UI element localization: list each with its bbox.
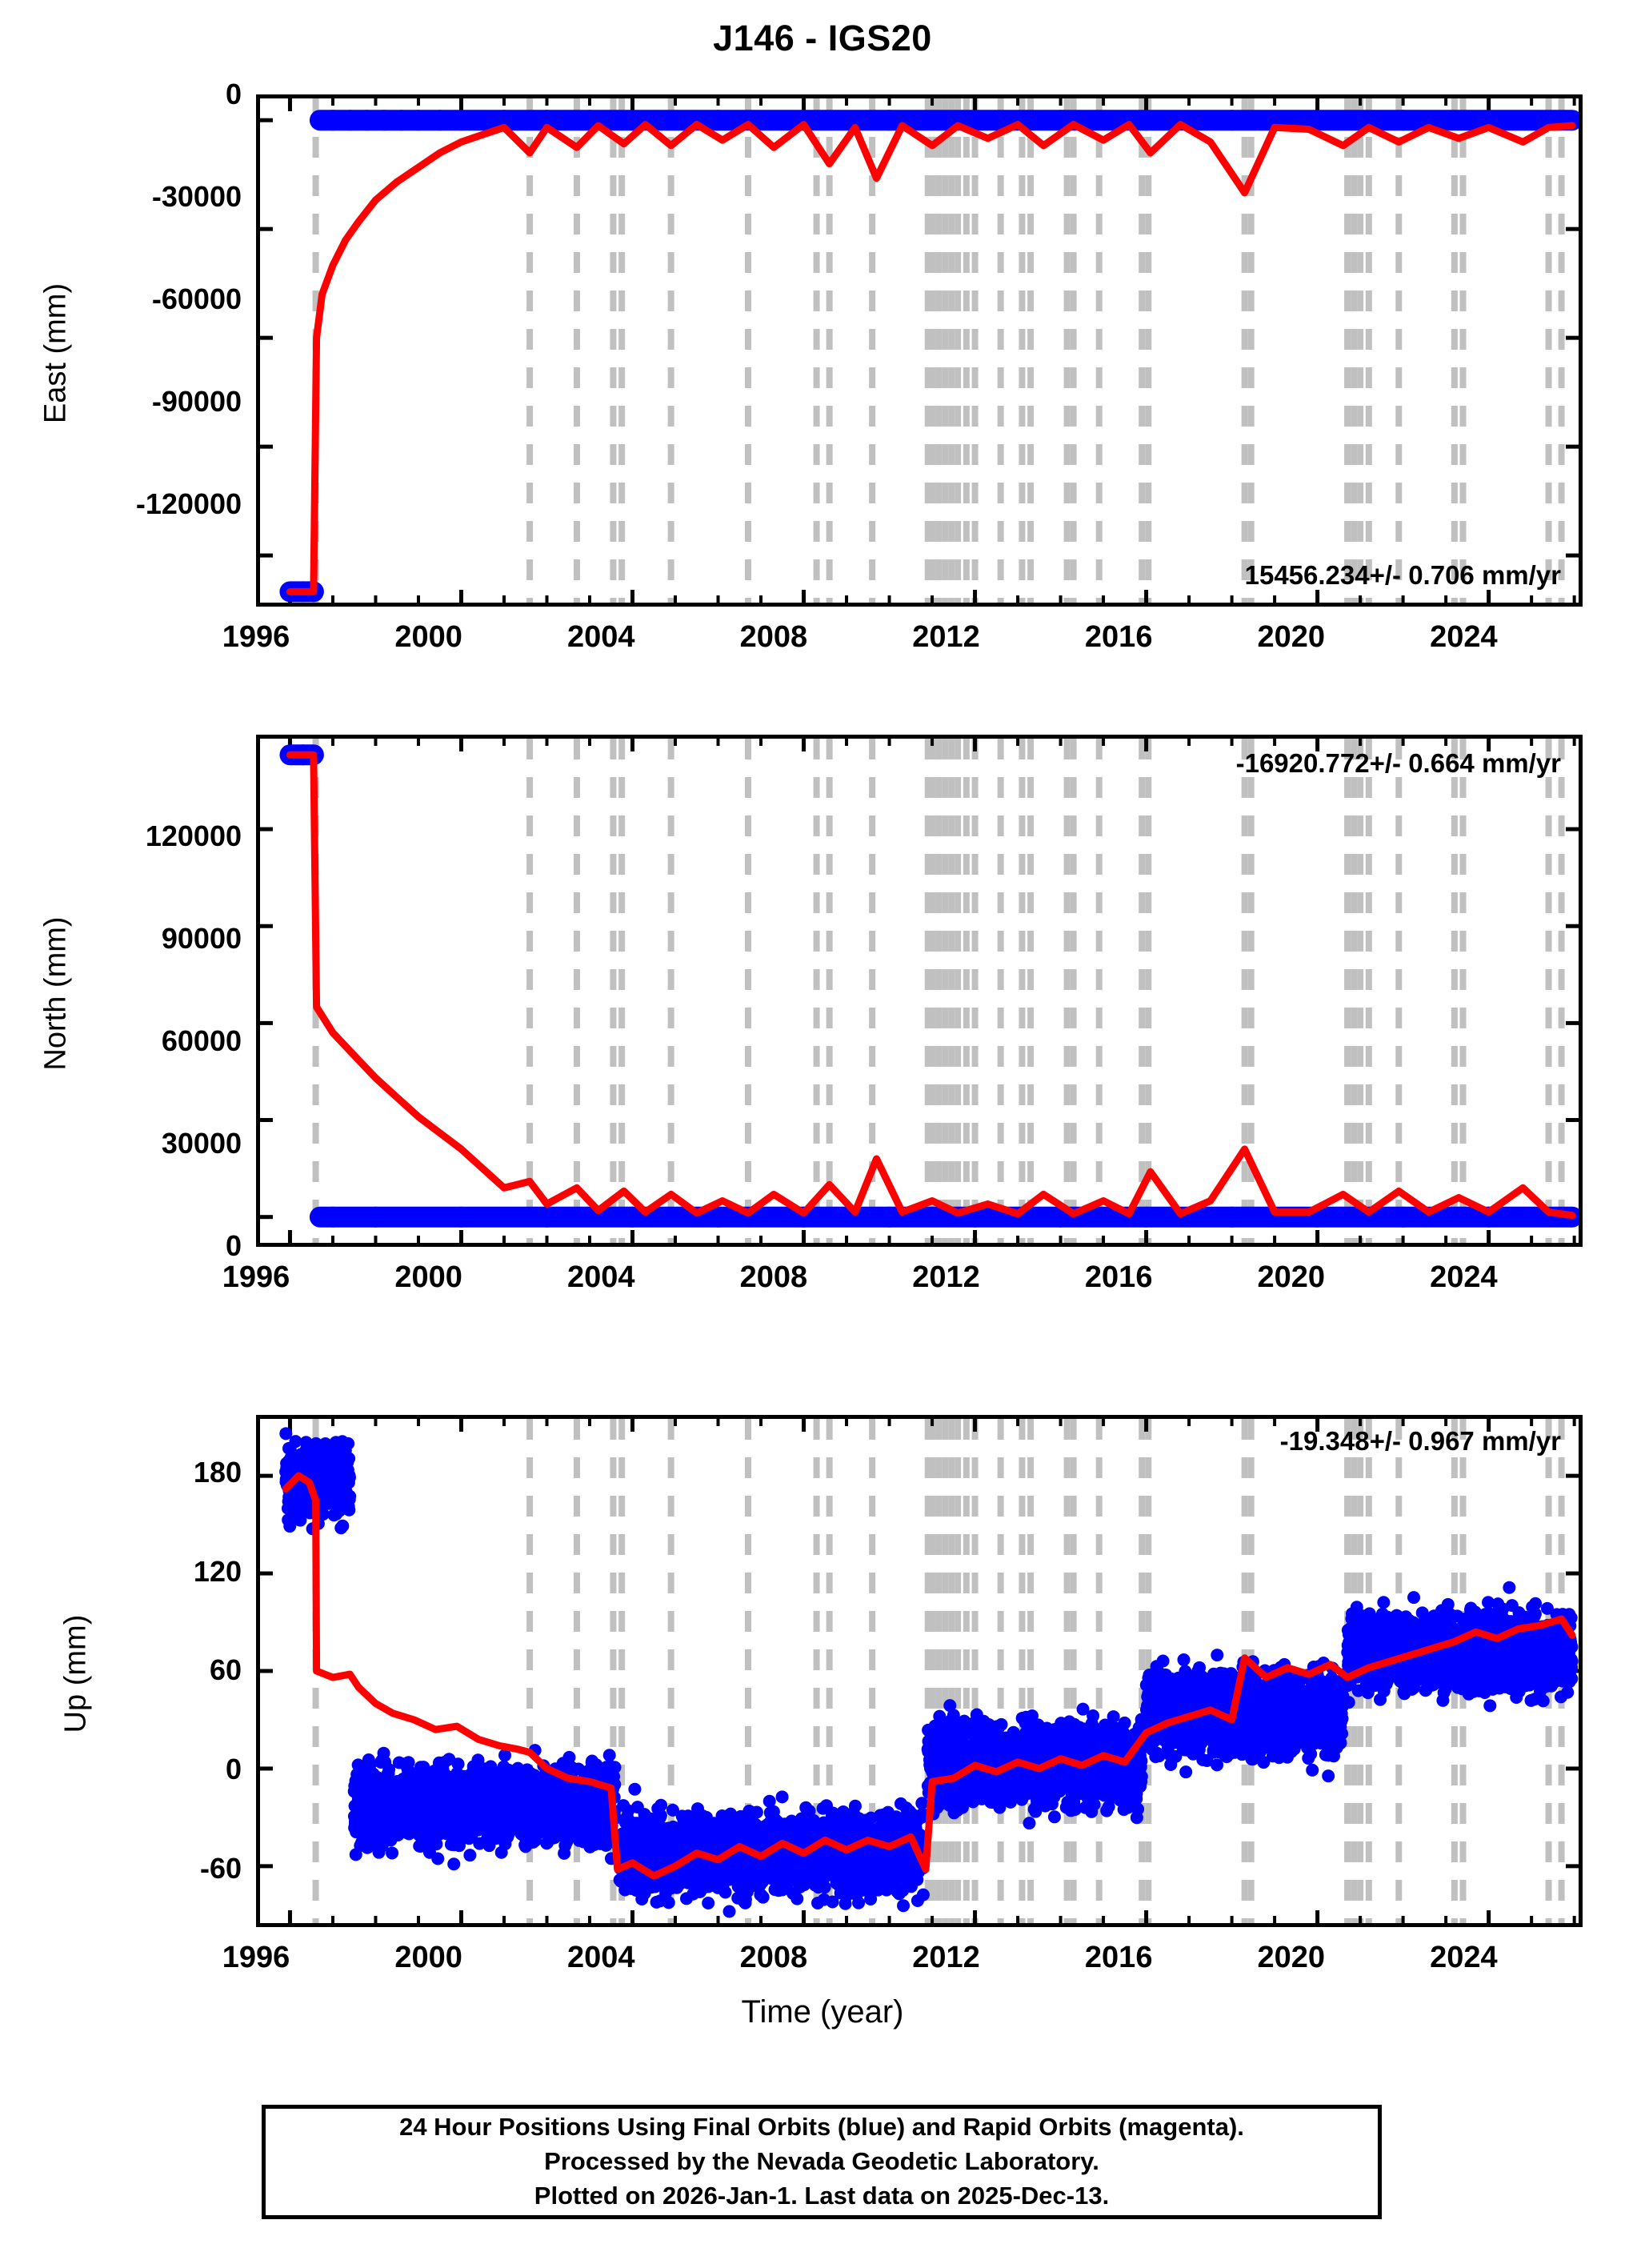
ytick-up-3: 0 [225,1753,242,1785]
panel-east: East (mm) 0 -30000 -60000 -90000 -120000… [0,0,1645,664]
plot-area-up [256,1415,1583,1927]
xtick-east-2024: 2024 [1430,620,1498,654]
xtick-up-2004: 2004 [567,1941,635,1974]
xtick-up-2020: 2020 [1257,1941,1326,1974]
xtick-north-1996: 1996 [222,1260,290,1294]
ytick-up-0: 180 [193,1456,242,1489]
footer-caption-box: 24 Hour Positions Using Final Orbits (bl… [262,2105,1382,2219]
xtick-east-2016: 2016 [1084,620,1153,654]
ytick-labels-up: 180 120 60 0 -60 [0,1328,242,2049]
ytick-north-4: 0 [225,1229,242,1262]
plot-canvas-up [260,1419,1579,1923]
xtick-north-2020: 2020 [1257,1260,1326,1294]
ytick-east-0: 0 [225,78,242,110]
xtick-east-2012: 2012 [912,620,980,654]
ytick-north-1: 90000 [161,922,242,955]
xtick-north-2008: 2008 [739,1260,808,1294]
xtick-north-2024: 2024 [1430,1260,1498,1294]
rate-label-east: 15456.234+/- 0.706 mm/yr [1244,560,1561,590]
xtick-north-2000: 2000 [394,1260,462,1294]
ytick-east-1: -30000 [151,180,242,213]
ytick-north-2: 60000 [161,1024,242,1057]
xtick-up-2024: 2024 [1430,1941,1498,1974]
footer-line-3: Plotted on 2026-Jan-1. Last data on 2025… [534,2181,1110,2210]
ytick-east-2: -60000 [151,282,242,315]
ytick-labels-north: 120000 90000 60000 30000 0 [0,664,242,1328]
rate-label-up: -19.348+/- 0.967 mm/yr [1279,1426,1561,1456]
ytick-east-3: -90000 [151,385,242,418]
plot-area-east [256,94,1583,607]
ytick-labels-east: 0 -30000 -60000 -90000 -120000 [0,0,242,664]
ytick-up-1: 120 [193,1555,242,1588]
xtick-up-2016: 2016 [1084,1941,1153,1974]
rate-label-north: -16920.772+/- 0.664 mm/yr [1235,748,1561,778]
xtick-east-2008: 2008 [739,620,808,654]
xtick-east-2020: 2020 [1257,620,1326,654]
xtick-up-1996: 1996 [222,1941,290,1974]
footer-line-2: Processed by the Nevada Geodetic Laborat… [544,2147,1099,2176]
xtick-up-2012: 2012 [912,1941,980,1974]
axis-label-time: Time (year) [741,1994,904,2030]
plot-canvas-east [260,98,1579,603]
xtick-labels-east: 1996 2000 2004 2008 2012 2016 2020 2024 [0,620,1645,664]
xtick-up-2008: 2008 [739,1941,808,1974]
xtick-north-2016: 2016 [1084,1260,1153,1294]
ytick-east-4: -120000 [135,487,242,520]
xtick-east-2004: 2004 [567,620,635,654]
ytick-north-3: 30000 [161,1127,242,1160]
panel-north: North (mm) 120000 90000 60000 30000 0 -1… [0,664,1645,1328]
ytick-up-2: 60 [209,1653,242,1686]
plot-area-north [256,735,1583,1247]
xtick-labels-up: 1996 2000 2004 2008 2012 2016 2020 2024 [0,1941,1645,1985]
xtick-east-2000: 2000 [394,620,462,654]
page-title: J146 - IGS20 [713,18,932,58]
ytick-north-0: 120000 [145,819,242,852]
footer-line-1: 24 Hour Positions Using Final Orbits (bl… [399,2113,1244,2142]
xtick-east-1996: 1996 [222,620,290,654]
xtick-up-2000: 2000 [394,1941,462,1974]
xtick-north-2012: 2012 [912,1260,980,1294]
xtick-north-2004: 2004 [567,1260,635,1294]
panel-up: Up (mm) 180 120 60 0 -60 -19.348+/- 0.96… [0,1328,1645,2049]
plot-canvas-north [260,739,1579,1243]
xtick-labels-north: 1996 2000 2004 2008 2012 2016 2020 2024 [0,1260,1645,1304]
ytick-up-4: -60 [199,1852,242,1885]
